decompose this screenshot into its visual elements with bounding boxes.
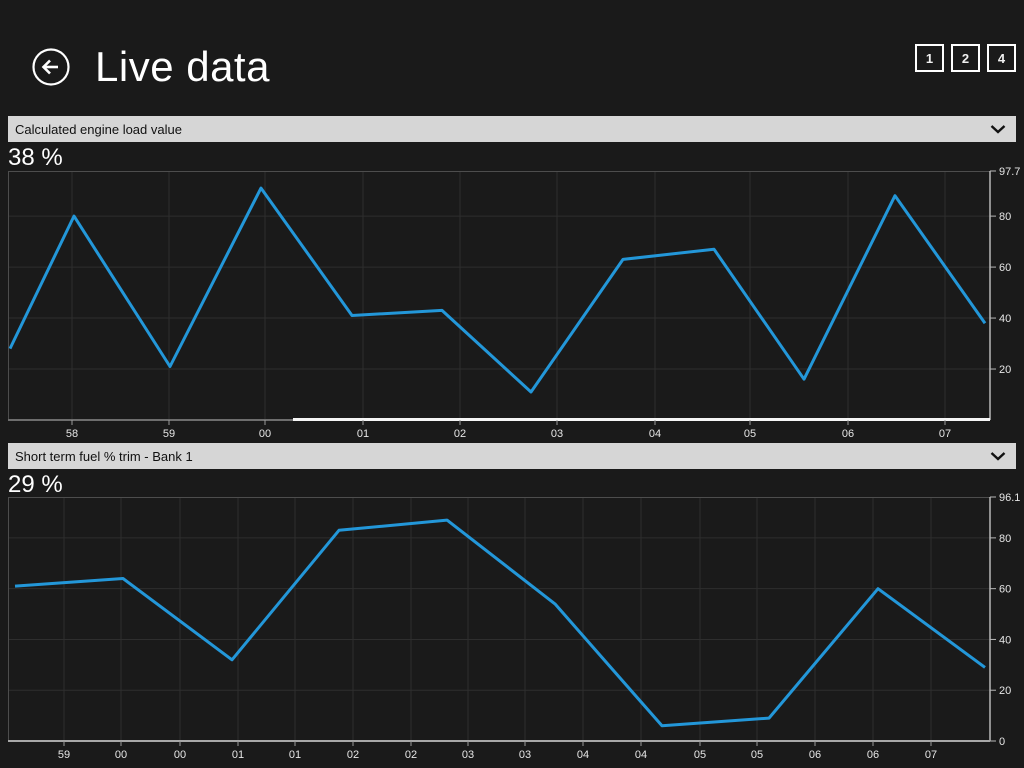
svg-text:01: 01	[232, 749, 244, 761]
svg-text:04: 04	[649, 428, 661, 440]
current-value-readout: 38 %	[8, 144, 63, 171]
svg-text:03: 03	[462, 749, 474, 761]
svg-text:03: 03	[551, 428, 563, 440]
svg-text:05: 05	[744, 428, 756, 440]
chevron-down-icon	[990, 124, 1006, 134]
svg-text:07: 07	[939, 428, 951, 440]
svg-text:20: 20	[999, 685, 1011, 697]
line-chart-engine-load: 58 59 00 01 02 03 04 05 06 07 97.7 80 60 40 20	[8, 166, 1020, 444]
svg-text:05: 05	[751, 749, 763, 761]
dropdown-selected-label: Calculated engine load value	[15, 121, 182, 137]
line-chart-fuel-trim: 59 00 00 01 01 02 02 03 03 04 04 05 05 06 06 07 96.1 80 60…	[8, 492, 1020, 765]
back-button[interactable]	[31, 47, 71, 87]
svg-text:07: 07	[925, 749, 937, 761]
svg-text:60: 60	[999, 262, 1011, 274]
chevron-down-icon	[990, 451, 1006, 461]
svg-text:60: 60	[999, 584, 1011, 596]
current-value-readout: 29 %	[8, 471, 63, 498]
svg-text:03: 03	[519, 749, 531, 761]
svg-text:00: 00	[174, 749, 186, 761]
svg-text:02: 02	[405, 749, 417, 761]
svg-text:59: 59	[58, 749, 70, 761]
layout-button-2[interactable]: 2	[951, 44, 980, 72]
back-arrow-icon	[32, 48, 70, 86]
svg-text:05: 05	[694, 749, 706, 761]
pid-selector-dropdown-2[interactable]: Short term fuel % trim - Bank 1	[8, 443, 1016, 469]
pid-selector-dropdown-1[interactable]: Calculated engine load value	[8, 116, 1016, 142]
svg-text:06: 06	[809, 749, 821, 761]
svg-text:96.1: 96.1	[999, 492, 1020, 504]
dropdown-selected-label: Short term fuel % trim - Bank 1	[15, 448, 193, 464]
svg-text:80: 80	[999, 533, 1011, 545]
svg-text:04: 04	[577, 749, 589, 761]
svg-text:01: 01	[357, 428, 369, 440]
svg-text:06: 06	[867, 749, 879, 761]
svg-text:58: 58	[66, 428, 78, 440]
svg-text:00: 00	[115, 749, 127, 761]
svg-text:80: 80	[999, 211, 1011, 223]
svg-text:0: 0	[999, 736, 1005, 748]
svg-text:00: 00	[259, 428, 271, 440]
svg-text:02: 02	[454, 428, 466, 440]
page-title: Live data	[95, 43, 270, 90]
svg-text:01: 01	[289, 749, 301, 761]
chart-count-buttons: 1 2 4	[915, 44, 1016, 72]
layout-button-1[interactable]: 1	[915, 44, 944, 72]
svg-text:40: 40	[999, 313, 1011, 325]
svg-text:97.7: 97.7	[999, 166, 1020, 178]
svg-text:04: 04	[635, 749, 647, 761]
svg-text:02: 02	[347, 749, 359, 761]
svg-text:40: 40	[999, 634, 1011, 646]
svg-text:06: 06	[842, 428, 854, 440]
svg-text:59: 59	[163, 428, 175, 440]
layout-button-4[interactable]: 4	[987, 44, 1016, 72]
svg-text:20: 20	[999, 364, 1011, 376]
